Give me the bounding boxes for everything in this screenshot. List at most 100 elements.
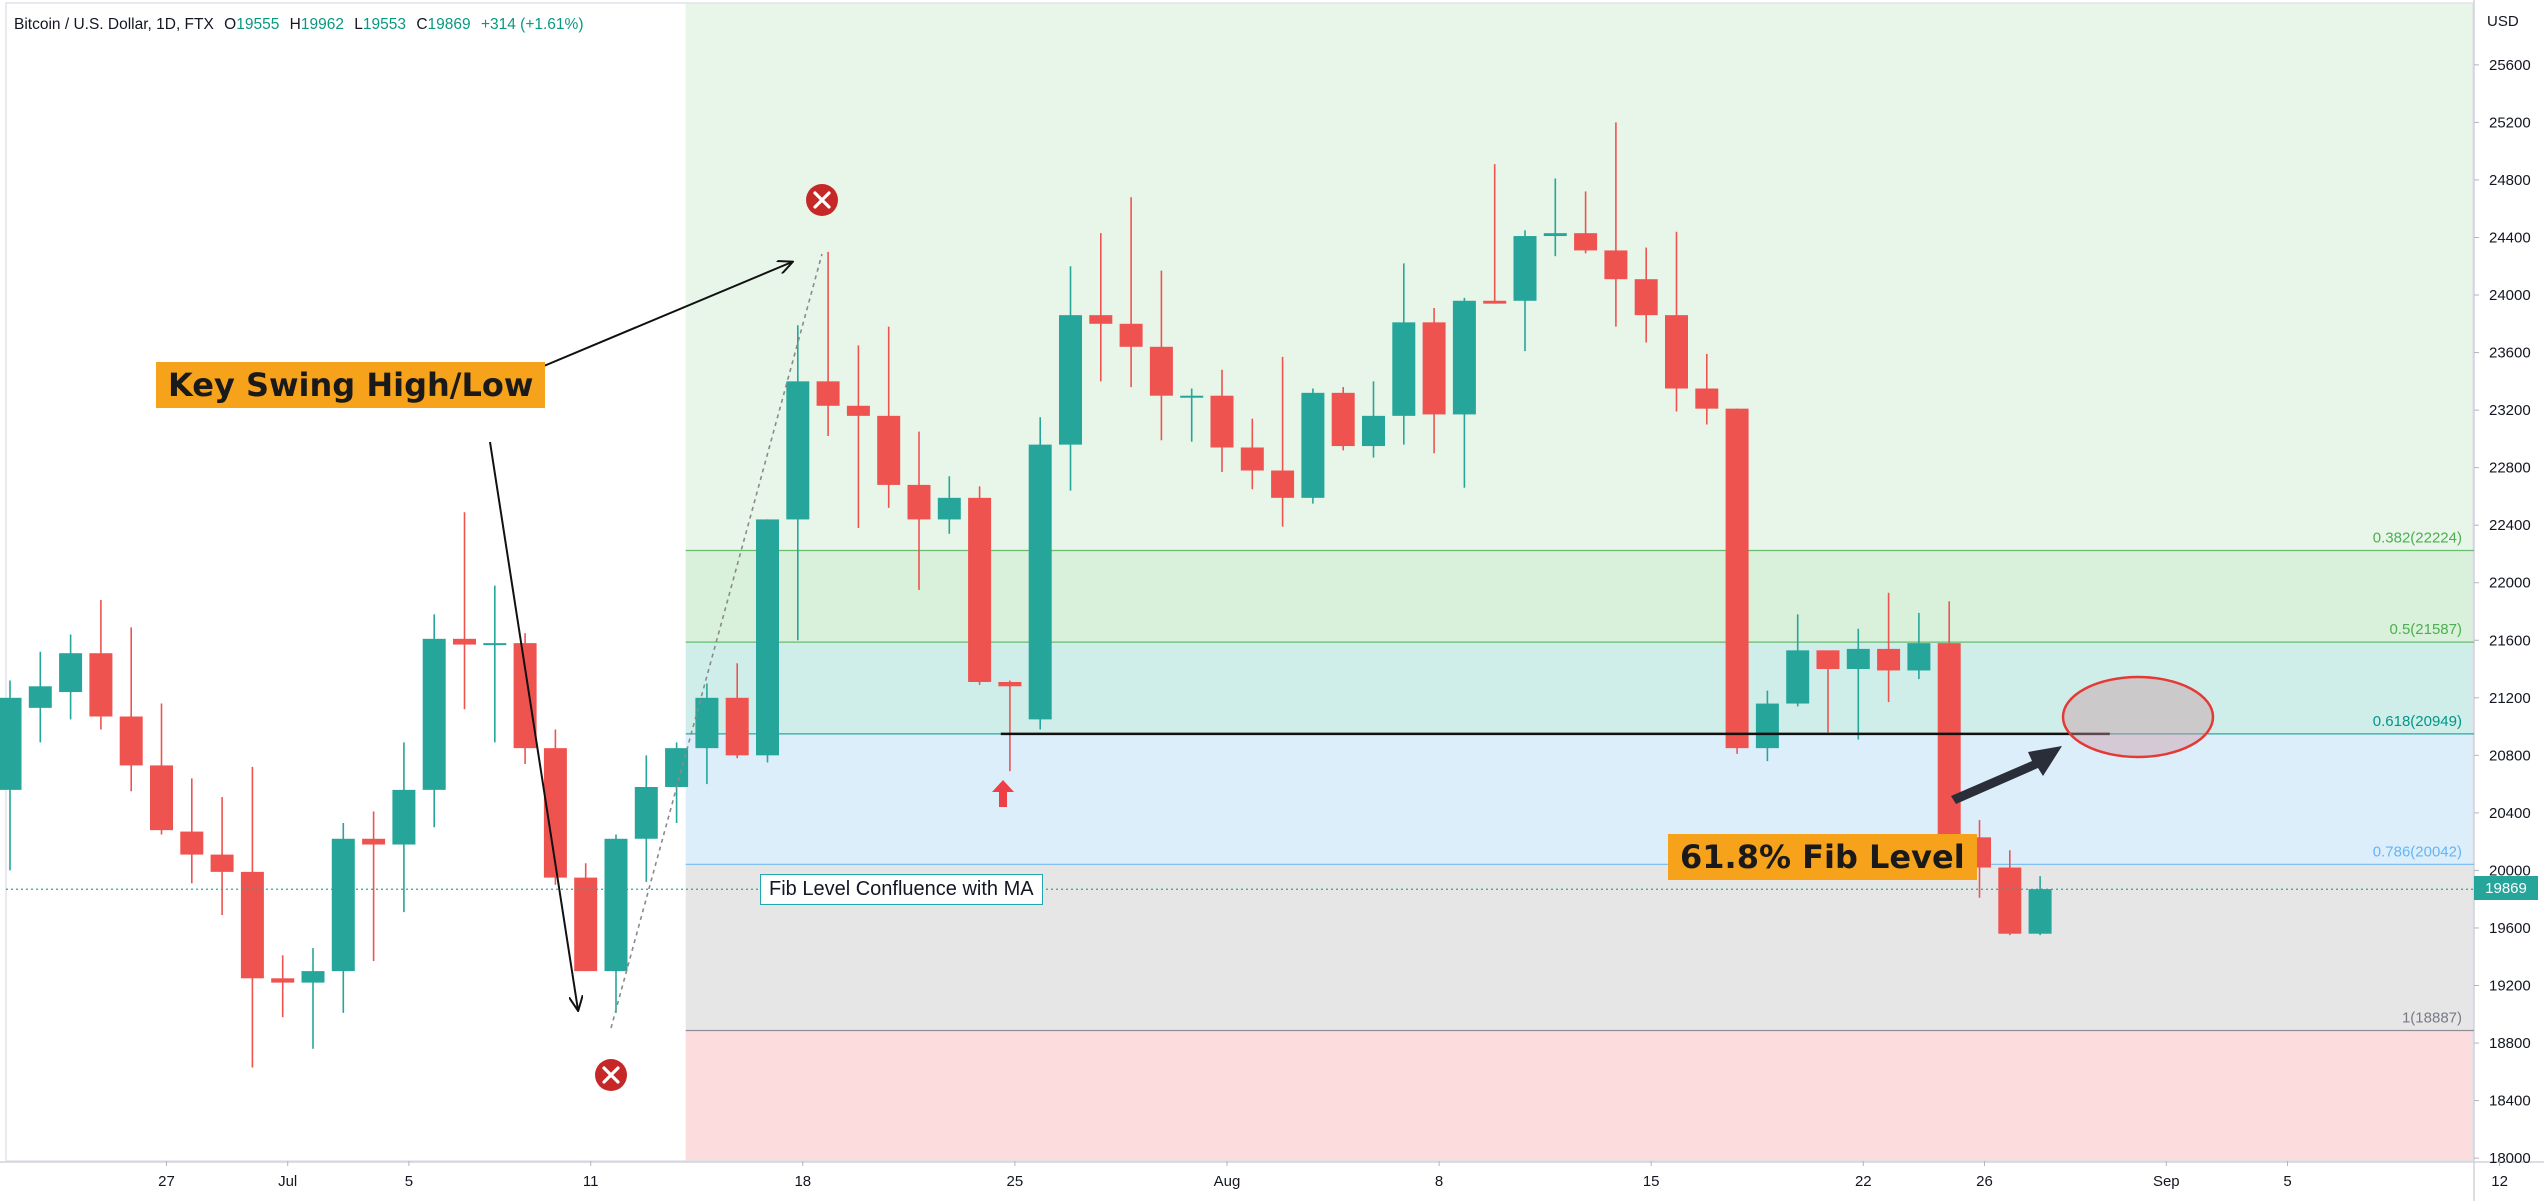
confluence-label: Fib Level Confluence with MA [760,874,1043,905]
time-tick-label: 11 [583,1173,599,1190]
candle-body [240,871,264,979]
candle-body [877,415,901,485]
candle-body [1634,279,1658,316]
candle-body [1028,444,1052,720]
candle-body [150,765,173,831]
candle-body [1725,408,1749,749]
high-value: 19962 [300,16,344,33]
candle-body [422,638,446,790]
symbol-title: Bitcoin / U.S. Dollar, 1D, FTX [14,16,214,33]
fib-level-label: 1(18887) [2402,1010,2462,1027]
price-tick-label: 24400 [2489,229,2531,246]
target-ellipse [2061,675,2215,759]
candle-body [1271,470,1295,498]
candle-body [604,838,628,972]
candlesticks [0,122,2052,1068]
candle-body [1755,703,1779,749]
candle-body [1786,650,1810,704]
candle-body [119,716,143,766]
price-axis[interactable]: USD 18000 18400 18800 19200 19600 20000 20400 2… [2474,13,2531,1167]
candle-body [1210,395,1234,448]
time-tick-label: Aug [1214,1173,1241,1190]
time-tick-label: 15 [1643,1173,1660,1190]
candle-body [998,681,1022,687]
candle-body [1695,388,1719,409]
candle-body [1452,300,1476,415]
candle-body [1392,322,1416,416]
candle-body [362,838,386,845]
candle-body [1998,867,2022,934]
arrow-to-swing-low [489,441,578,1010]
candle-body [483,643,507,646]
fib-zone [685,3,2475,551]
candle-body [1059,315,1082,445]
candle-body [453,638,476,645]
candle-body [59,653,83,693]
candle-body [1543,233,1567,237]
symbol-header: Bitcoin / U.S. Dollar, 1D, FTX O19555 H1… [14,16,583,34]
time-tick-label: Jul [278,1173,297,1190]
time-tick-label: 27 [158,1173,175,1190]
time-tick-label: Sep [2153,1173,2180,1190]
candle-body [574,877,598,972]
price-tick-label: 22400 [2489,517,2531,534]
time-tick-label: 18 [794,1173,811,1190]
close-key: C [416,16,428,33]
time-tick-label: 22 [1855,1173,1872,1190]
candle-body [665,748,689,787]
candle-body [0,697,22,790]
candle-body [392,789,416,845]
price-tick-label: 20000 [2489,862,2531,879]
last-price-text: 19869 [2485,880,2527,897]
candle-body [1119,323,1143,347]
candle-body [1240,447,1264,471]
price-tick-label: 20400 [2489,805,2531,822]
fib-618-label: 61.8% Fib Level [1668,834,1977,880]
red-up-arrow [992,780,1014,807]
fib-level-label: 0.786(20042) [2373,843,2462,860]
price-tick-label: 20800 [2489,747,2531,764]
low-key: L [354,16,363,33]
candle-body [1483,300,1507,304]
candle-body [1877,648,1901,671]
close-icon [806,184,838,216]
candle-body [634,786,658,839]
candle-body [1301,392,1325,498]
open-value: 19555 [236,16,280,33]
candle-body [28,686,52,708]
price-tick-label: 22000 [2489,575,2531,592]
time-tick-label: 5 [405,1173,413,1190]
arrow-to-swing-high [519,262,792,377]
candle-body [1089,315,1113,324]
candle-body [816,381,840,406]
fib-zone [685,550,2475,643]
price-tick-label: 21200 [2489,690,2531,707]
candle-body [907,484,931,520]
price-tick-label: 19200 [2489,978,2531,995]
fib-zone [685,733,2475,865]
price-tick-label: 22800 [2489,460,2531,477]
price-tick-label: 19600 [2489,920,2531,937]
change-value: +314 (+1.61%) [480,16,584,33]
candle-body [1149,346,1173,396]
candle-body [756,519,779,756]
time-axis[interactable]: 27 Jul 5 11 18 25 Aug 8 15 22 26 Sep 5 12 [158,1161,2508,1190]
swing-connector-line [610,253,823,1029]
price-tick-label: 18000 [2489,1150,2531,1167]
candle-body [2028,889,2052,934]
candle-body [210,854,234,872]
price-tick-label: 24800 [2489,172,2531,189]
candle-body [937,497,961,520]
annotation-drawings [489,184,2215,1091]
candle-body [180,831,204,855]
currency-label: USD [2487,13,2519,30]
key-swing-label: Key Swing High/Low [156,362,546,408]
open-key: O [224,16,237,33]
high-key: H [289,16,301,33]
fib-zones [685,3,2475,1161]
price-tick-label: 23200 [2489,402,2531,419]
last-price-badge: 19869 [2474,876,2538,900]
candle-body [846,405,870,416]
